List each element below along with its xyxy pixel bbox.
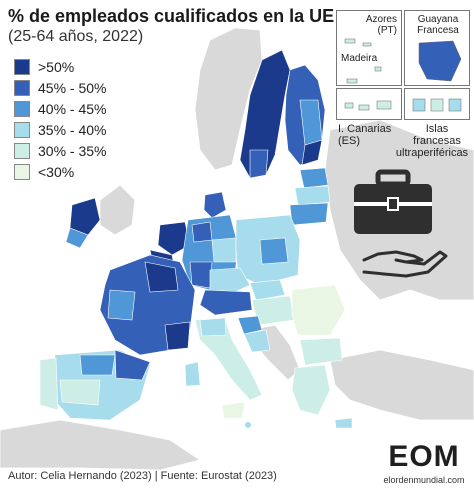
legend-label: 35% - 40% bbox=[38, 121, 107, 138]
legend-swatch bbox=[14, 58, 30, 75]
logo-caption: elordenmundial.com bbox=[383, 475, 465, 485]
ireland bbox=[69, 197, 101, 236]
inset-label-madeira: Madeira bbox=[341, 53, 378, 64]
legend-swatch bbox=[14, 142, 30, 159]
legend-swatch bbox=[14, 100, 30, 117]
legend-swatch bbox=[14, 163, 30, 180]
inset-guyana: Guayana Francesa bbox=[404, 10, 470, 86]
iberia bbox=[39, 349, 151, 421]
france bbox=[99, 254, 196, 356]
french-islands bbox=[412, 98, 462, 112]
legend-label: >50% bbox=[38, 58, 75, 75]
inset-label-islas-2: francesas bbox=[413, 135, 461, 147]
inset-label-islas-3: ultraperiféricas bbox=[395, 147, 469, 159]
poland bbox=[235, 214, 301, 286]
legend-label: <30% bbox=[38, 163, 75, 180]
malta bbox=[245, 422, 251, 428]
legend-label: 30% - 35% bbox=[38, 142, 107, 159]
legend-item: >50% bbox=[14, 56, 154, 77]
inset-azores-madeira: Azores (PT) Madeira bbox=[336, 10, 402, 86]
inset-label-islas-1: Islas bbox=[425, 123, 449, 135]
azores-islands bbox=[344, 38, 382, 84]
inset-label-guyana: Guayana bbox=[417, 14, 459, 25]
inset-label-canarias: I. Canarias bbox=[338, 123, 392, 135]
hand-icon bbox=[362, 250, 448, 278]
sweden-finland bbox=[239, 49, 326, 179]
legend-label: 40% - 45% bbox=[38, 100, 107, 117]
denmark bbox=[203, 191, 227, 219]
source-credit: Autor: Celia Hernando (2023) | Fuente: E… bbox=[8, 470, 277, 482]
legend-label: 45% - 50% bbox=[38, 79, 107, 96]
inset-canarias bbox=[336, 88, 402, 120]
inset-label-azores-country: (PT) bbox=[377, 25, 397, 36]
legend-swatch bbox=[14, 121, 30, 138]
greece bbox=[291, 364, 353, 429]
ireland-south bbox=[65, 227, 89, 249]
inset-label-guyana-2: Francesa bbox=[417, 25, 459, 36]
legend-swatch bbox=[14, 79, 30, 96]
guyana-shape bbox=[418, 40, 462, 82]
canarias-islands bbox=[344, 100, 392, 111]
inset-islas-francesas bbox=[404, 88, 470, 120]
logo-text: EOM bbox=[388, 440, 460, 473]
legend-item: <30% bbox=[14, 161, 154, 182]
inset-label-canarias-country: (ES) bbox=[338, 135, 360, 147]
legend-item: 45% - 50% bbox=[14, 77, 154, 98]
legend-item: 30% - 35% bbox=[14, 140, 154, 161]
map-subtitle: (25-64 años, 2022) bbox=[8, 28, 144, 45]
briefcase-icon bbox=[354, 169, 432, 234]
italy bbox=[184, 317, 263, 419]
legend-item: 35% - 40% bbox=[14, 119, 154, 140]
eom-logo: EOM elordenmundial.com bbox=[378, 440, 470, 488]
baltic-states bbox=[289, 167, 331, 226]
map-title: % de empleados cualificados en la UE bbox=[8, 6, 335, 26]
croatia-slovenia bbox=[237, 315, 271, 353]
legend-item: 40% - 45% bbox=[14, 98, 154, 119]
legend: >50% 45% - 50% 40% - 45% 35% - 40% 30% -… bbox=[14, 56, 154, 182]
south-east-europe bbox=[291, 284, 346, 366]
inset-label-azores: Azores bbox=[365, 14, 397, 25]
